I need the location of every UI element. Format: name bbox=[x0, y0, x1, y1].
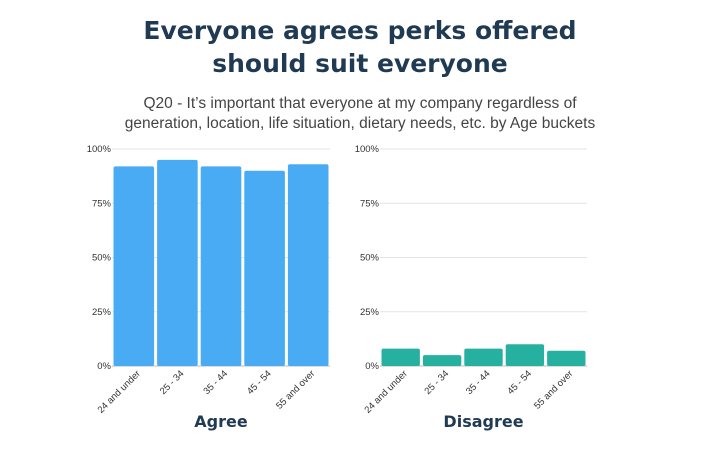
title-line-2: should suit everyone bbox=[212, 49, 508, 78]
chart-panel-disagree: 0% 25% 50% 75% 100% 24 and under 25 - 34 35 - 4… bbox=[355, 144, 587, 431]
chart-panel-agree: 0% 25% 50% 75% 100% 24 and under 25 - 34 35 - 4… bbox=[87, 144, 330, 431]
x-tick-label: 24 and under bbox=[96, 368, 143, 415]
y-tick-label: 0% bbox=[365, 361, 379, 372]
subtitle-line-2: generation, location, life situation, di… bbox=[124, 115, 596, 132]
x-tick-label: 35 - 44 bbox=[201, 368, 230, 397]
subtitle-line-1: Q20 - It’s important that everyone at my… bbox=[143, 95, 577, 112]
title-line-1: Everyone agrees perks offered bbox=[143, 16, 577, 45]
x-tick-label: 55 and over bbox=[274, 368, 317, 411]
y-tick-label: 100% bbox=[87, 144, 112, 155]
x-tick-label: 45 - 54 bbox=[245, 368, 274, 397]
bar bbox=[200, 166, 242, 366]
y-tick-label: 0% bbox=[97, 361, 111, 372]
panel-label: Disagree bbox=[443, 412, 523, 431]
bar bbox=[422, 355, 462, 366]
x-tick-label: 25 - 34 bbox=[423, 368, 452, 397]
panel-label: Agree bbox=[194, 412, 248, 431]
chart-title: Everyone agrees perks offered should sui… bbox=[0, 14, 720, 80]
bar bbox=[505, 344, 545, 366]
bar bbox=[464, 348, 503, 366]
x-tick-label: 25 - 34 bbox=[158, 368, 187, 397]
x-tick-label: 35 - 44 bbox=[464, 368, 493, 397]
y-tick-label: 75% bbox=[360, 198, 380, 209]
bar bbox=[381, 348, 420, 366]
bar bbox=[113, 166, 155, 366]
x-tick-label: 45 - 54 bbox=[505, 368, 534, 397]
y-tick-label: 100% bbox=[355, 144, 380, 155]
x-tick-label: 55 and over bbox=[532, 368, 575, 411]
y-tick-label: 25% bbox=[360, 307, 380, 318]
y-tick-label: 75% bbox=[92, 198, 112, 209]
y-tick-label: 50% bbox=[360, 253, 380, 264]
bar bbox=[244, 170, 285, 366]
bar bbox=[547, 350, 586, 366]
y-tick-label: 25% bbox=[92, 307, 112, 318]
bar bbox=[287, 164, 329, 366]
chart-subtitle: Q20 - It’s important that everyone at my… bbox=[0, 94, 720, 134]
x-tick-label: 24 and under bbox=[362, 368, 409, 415]
y-tick-label: 50% bbox=[92, 253, 112, 264]
bar bbox=[157, 159, 198, 366]
